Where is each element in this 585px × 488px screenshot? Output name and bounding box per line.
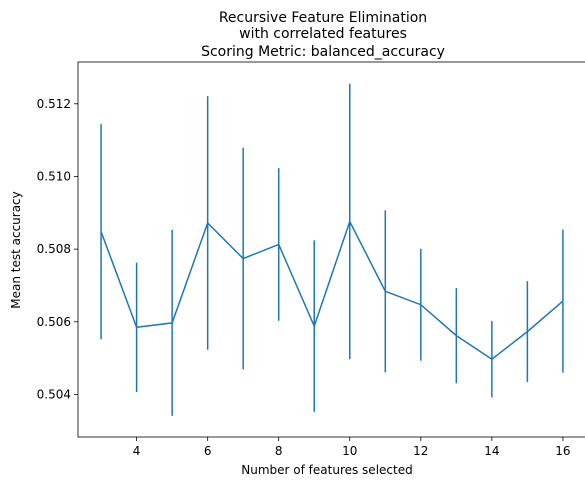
chart-title: Recursive Feature Elimination with corre… <box>201 10 445 60</box>
series-line <box>100 219 564 361</box>
y-tick-label: 0.506 <box>37 315 71 329</box>
y-tick-label: 0.508 <box>37 242 71 256</box>
x-tick-label: 14 <box>484 444 499 458</box>
x-tick-label: 6 <box>204 444 212 458</box>
y-tick-label: 0.512 <box>37 97 71 111</box>
x-tick-label: 4 <box>133 444 141 458</box>
plot-area <box>78 62 585 437</box>
title-line-1: Recursive Feature Elimination <box>219 10 427 26</box>
y-axis-label: Mean test accuracy <box>9 191 23 309</box>
x-tick-label: 12 <box>413 444 428 458</box>
x-tick-label: 10 <box>342 444 357 458</box>
y-tick-label: 0.510 <box>37 169 71 183</box>
x-tick-label: 16 <box>555 444 570 458</box>
axis-ticks: 4 6 8 10 12 14 16 0.504 0.506 0.508 0.510 0.512 <box>37 97 571 458</box>
x-tick-label: 8 <box>275 444 283 458</box>
title-line-2: with correlated features <box>239 26 407 42</box>
title-line-3: Scoring Metric: balanced_accuracy <box>201 44 445 60</box>
y-tick-label: 0.504 <box>37 387 71 401</box>
plot-frame <box>77 61 585 438</box>
x-axis-label: Number of features selected <box>241 463 412 477</box>
